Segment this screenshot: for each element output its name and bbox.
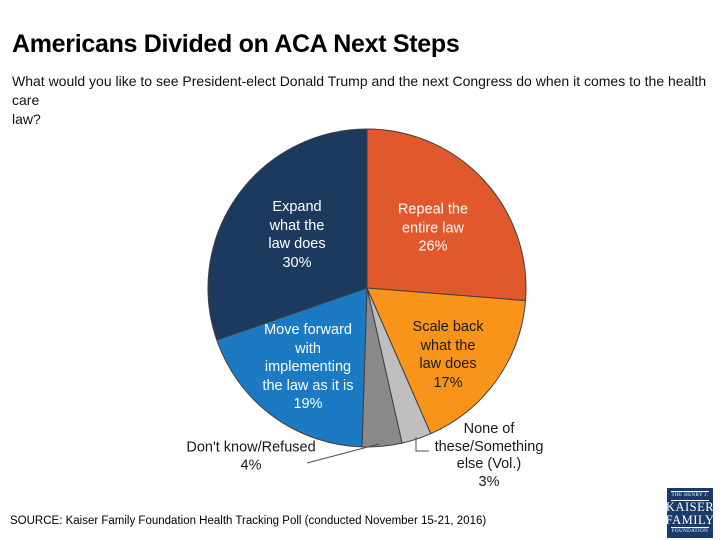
logo-rule-top [671, 491, 709, 492]
leader-line-none-of-these [415, 437, 429, 452]
logo-foundation: FOUNDATION [671, 529, 709, 534]
kff-logo: THE HENRY J. KAISER FAMILY FOUNDATION [665, 488, 715, 538]
logo-rule-mid [671, 500, 709, 501]
logo-rule-bottom [671, 527, 709, 528]
source-note: SOURCE: Kaiser Family Foundation Health … [10, 515, 487, 527]
pie-slices-group [207, 128, 527, 448]
logo-kaiser: KAISER [665, 500, 715, 514]
survey-question-subtitle: What would you like to see President-ele… [12, 73, 707, 127]
pie-slice-expand-law [207, 128, 368, 341]
pie-slice-scale-back [366, 287, 526, 435]
logo-the-henry-j: THE HENRY J. [671, 493, 709, 498]
pie-slice-move-forward [216, 287, 368, 448]
logo-family: FAMILY [665, 512, 715, 527]
page-title: Americans Divided on ACA Next Steps [12, 30, 460, 58]
leader-line-dont-know [306, 443, 380, 464]
pie-slice-repeal-entire-law [366, 128, 527, 302]
